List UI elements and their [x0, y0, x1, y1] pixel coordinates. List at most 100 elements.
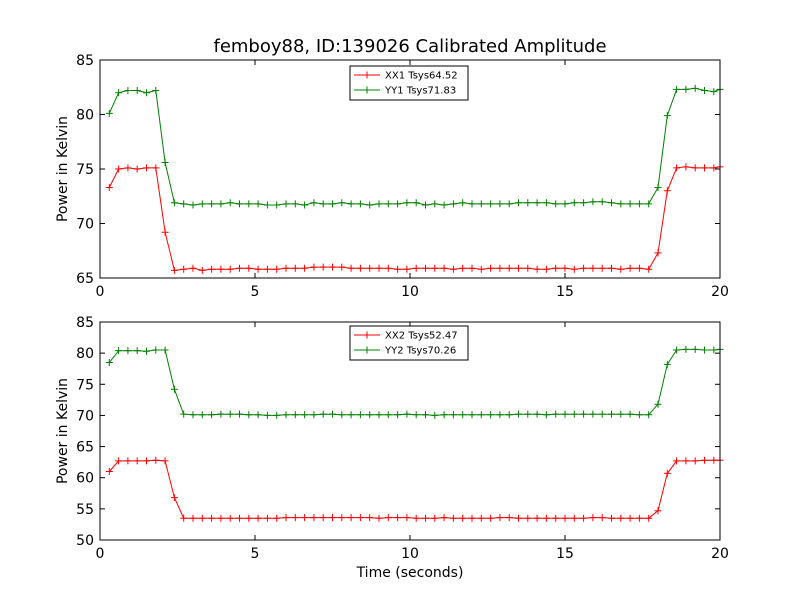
data-point-marker	[524, 264, 532, 272]
data-point-marker	[236, 514, 243, 522]
y-tick-label: 70	[76, 217, 94, 233]
data-point-marker	[645, 411, 653, 419]
data-point-marker	[459, 514, 467, 522]
data-point-marker	[347, 264, 355, 272]
data-point-marker	[505, 200, 513, 208]
data-point-marker	[654, 507, 662, 515]
data-point-marker	[226, 265, 234, 273]
data-point-marker	[366, 264, 374, 272]
data-point-marker	[440, 411, 448, 419]
y-tick-label: 65	[76, 440, 94, 456]
x-tick-label: 0	[96, 284, 105, 300]
data-point-marker	[515, 514, 522, 522]
data-point-marker	[291, 514, 299, 522]
data-point-marker	[617, 265, 625, 273]
data-point-marker	[263, 265, 271, 273]
y-tick-label: 80	[76, 108, 94, 124]
data-point-marker	[356, 200, 364, 208]
data-point-marker	[691, 457, 699, 465]
data-point-marker	[477, 411, 485, 419]
data-point-marker	[189, 411, 197, 419]
data-point-marker	[561, 410, 569, 418]
data-point-marker	[487, 264, 495, 272]
x-tick-label: 20	[711, 284, 729, 300]
data-point-marker	[105, 467, 113, 475]
data-point-marker	[598, 410, 606, 418]
data-point-marker	[645, 514, 653, 522]
data-point-marker	[217, 265, 225, 273]
data-point-marker	[273, 201, 281, 209]
data-point-marker	[180, 514, 188, 522]
data-point-marker	[394, 200, 402, 208]
data-point-marker	[189, 201, 197, 209]
data-point-marker	[124, 164, 132, 172]
data-point-marker	[449, 200, 457, 208]
data-point-marker	[180, 410, 188, 418]
data-point-marker	[635, 514, 643, 522]
data-point-marker	[608, 514, 615, 522]
data-point-marker	[468, 200, 476, 208]
x-tick-label: 20	[711, 546, 729, 562]
data-point-marker	[710, 456, 718, 464]
data-point-marker	[701, 87, 708, 95]
data-point-marker	[459, 411, 467, 419]
x-tick-label: 10	[401, 546, 419, 562]
data-point-marker	[496, 264, 504, 272]
y-tick-label: 60	[76, 471, 94, 487]
data-point-marker	[338, 514, 346, 522]
chart-title: femboy88, ID:139026 Calibrated Amplitude	[213, 36, 606, 57]
data-point-marker	[329, 410, 336, 418]
data-point-marker	[449, 265, 457, 273]
data-point-marker	[589, 264, 597, 272]
data-point-marker	[263, 411, 271, 419]
data-point-marker	[617, 410, 625, 418]
data-point-marker	[422, 264, 429, 272]
data-point-marker	[589, 410, 597, 418]
legend-box	[349, 65, 469, 101]
data-point-marker	[459, 199, 467, 207]
data-point-marker	[701, 456, 708, 464]
data-point-marker	[431, 200, 439, 208]
data-point-marker	[319, 514, 327, 522]
data-point-marker	[663, 187, 671, 195]
data-point-marker	[254, 200, 262, 208]
data-point-marker	[366, 201, 374, 209]
data-point-marker	[208, 265, 216, 273]
data-point-marker	[236, 200, 243, 208]
data-point-marker	[310, 411, 318, 419]
data-point-marker	[124, 87, 132, 95]
legend: XX2 Tsys52.47 YY2 Tsys70.26	[349, 325, 469, 361]
data-point-marker	[422, 201, 429, 209]
data-point-marker	[133, 87, 141, 95]
data-point-marker	[263, 514, 271, 522]
data-point-marker	[124, 347, 132, 355]
data-point-marker	[626, 514, 634, 522]
data-point-marker	[608, 199, 615, 207]
data-point-marker	[189, 514, 197, 522]
series-markers-yy2	[105, 345, 724, 419]
data-point-marker	[496, 411, 504, 419]
data-point-marker	[691, 164, 699, 172]
data-point-marker	[477, 265, 485, 273]
data-point-marker	[561, 200, 569, 208]
data-point-marker	[217, 410, 225, 418]
data-point-marker	[542, 514, 550, 522]
data-point-marker	[115, 457, 123, 465]
data-point-marker	[208, 411, 216, 419]
chart-panel-1: 0 5 10 15 20 65 70 75 80 85 femboy88, ID:139026 Ca…	[55, 36, 729, 300]
y-tick-label: 65	[76, 271, 94, 287]
x-tick-label: 15	[556, 284, 574, 300]
y-tick-label: 85	[76, 315, 94, 331]
chart-layer: 0 5 10 15 20 65 70 75 80 85 femboy88, ID:139026 Ca…	[55, 36, 729, 581]
data-point-marker	[143, 347, 150, 355]
data-point-marker	[254, 514, 262, 522]
data-point-marker	[208, 200, 216, 208]
data-point-marker	[375, 411, 383, 419]
data-point-marker	[412, 264, 420, 272]
data-point-marker	[301, 411, 309, 419]
data-point-marker	[515, 199, 522, 207]
data-point-marker	[645, 265, 653, 273]
data-point-marker	[347, 514, 355, 522]
data-point-marker	[152, 346, 160, 354]
series-markers-yy1	[105, 84, 724, 209]
